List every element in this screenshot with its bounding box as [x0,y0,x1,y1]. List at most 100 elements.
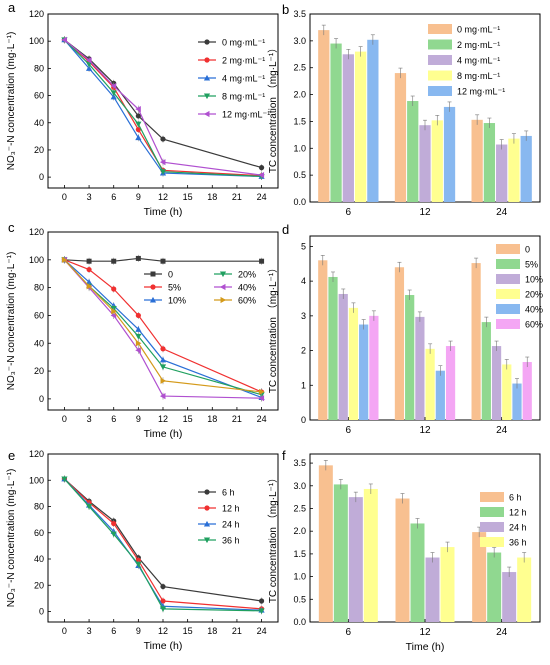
panel-b: b 0.0 0.5 1.0 1.5 2.0 2.5 3.0 3.5 6 12 24 TC concent… [267,2,541,218]
bar [342,54,354,203]
y-tick-label: 100 [29,36,44,46]
x-axis-label: Time (h) [406,641,445,653]
y-tick-label: 3 [301,311,306,321]
bar [508,138,520,202]
legend-label: 20% [238,270,256,280]
bar [512,383,522,420]
x-tick-label: 15 [183,626,193,636]
y-axis-label: NO₃⁻-N concentration (mg·L⁻¹) [6,252,17,391]
legend-label: 10% [168,296,186,306]
panel-letter: d [282,222,289,237]
legend-label: 10% [525,275,543,285]
x-tick-label: 24 [257,414,267,424]
x-tick-label: 12 [158,626,168,636]
data-point [159,364,167,370]
legend-swatch [496,304,520,314]
legend-label: 4 mg·mL⁻¹ [222,74,265,84]
legend-label: 40% [525,305,543,315]
y-tick-label: 2.0 [293,90,306,100]
x-tick-label: 24 [257,192,267,202]
data-point [111,258,117,264]
series-line [64,39,262,169]
bar [472,532,487,622]
y-tick-label: 40 [34,554,44,564]
bar [369,315,379,420]
x-tick-label: 18 [207,626,217,636]
bar [445,346,456,420]
data-point [258,598,265,604]
series-line [63,259,262,396]
data-point [159,159,166,166]
legend-marker [149,296,157,303]
bar [394,267,405,420]
series-line [63,259,262,399]
legend-swatch [428,86,452,96]
y-tick-label: 60 [34,310,44,320]
bar [348,307,359,420]
legend-marker [219,271,227,278]
y-tick-label: 5 [301,241,306,251]
data-point [135,347,141,354]
y-tick-label: 3.0 [293,36,306,46]
legend-label: 24 h [222,520,240,530]
y-tick-label: 80 [34,63,44,73]
bar [354,51,367,202]
bar [415,316,425,420]
legend-marker [204,505,210,511]
x-tick-label: 3 [87,414,92,424]
y-tick-label: 1.0 [293,572,306,582]
series-line [64,259,262,393]
data-point [135,134,142,141]
x-tick-label: 12 [419,627,431,638]
legend-label: 12 h [509,508,527,518]
x-tick-label: 12 [419,425,431,436]
data-point [258,395,265,402]
legend-label: 8 mg·mL⁻¹ [222,92,265,102]
bar [502,364,512,420]
y-axis-label: TC concentration （mg·L⁻¹） [267,43,279,173]
bar [471,119,483,202]
y-tick-label: 40 [34,338,44,348]
legend-label: 36 h [509,538,527,548]
bar [359,324,369,420]
y-tick-label: 0.0 [293,197,306,207]
legend-label: 0 [525,245,530,255]
data-point [135,340,142,347]
legend-label: 2 mg·mL⁻¹ [222,56,265,66]
panel-letter: b [282,2,289,17]
panel-f: f 0.0 0.5 1.0 1.5 2.0 2.5 3.0 3.5 6 12 24 Time (h) TC… [267,448,541,653]
bar [471,263,481,420]
y-tick-label: 0.0 [293,617,306,627]
bar [435,370,445,420]
panel-letter: e [8,448,15,463]
data-point [85,57,92,64]
data-point [135,333,142,340]
data-point [61,256,68,263]
data-point [159,356,167,363]
x-tick-label: 24 [257,626,267,636]
data-point [135,561,142,568]
legend-swatch [496,319,520,329]
bar [425,348,435,420]
x-tick-label: 3 [87,626,92,636]
legend-label: 6 h [222,488,235,498]
y-tick-label: 1.0 [293,143,306,153]
x-tick-label: 24 [496,207,508,218]
data-point [61,476,68,483]
data-point [85,278,93,285]
x-tick-label: 6 [346,207,352,218]
y-tick-label: 120 [29,227,44,237]
data-point [110,90,117,96]
series-line [63,259,262,393]
series-line [64,39,262,178]
x-tick-label: 0 [62,414,67,424]
bar [517,557,532,622]
legend-label: 0 [168,270,173,280]
x-tick-label: 0 [62,626,67,636]
data-point [160,377,167,384]
series-line [63,478,262,612]
legend-swatch [428,39,452,50]
bar [395,498,410,622]
y-tick-label: 120 [29,449,44,459]
